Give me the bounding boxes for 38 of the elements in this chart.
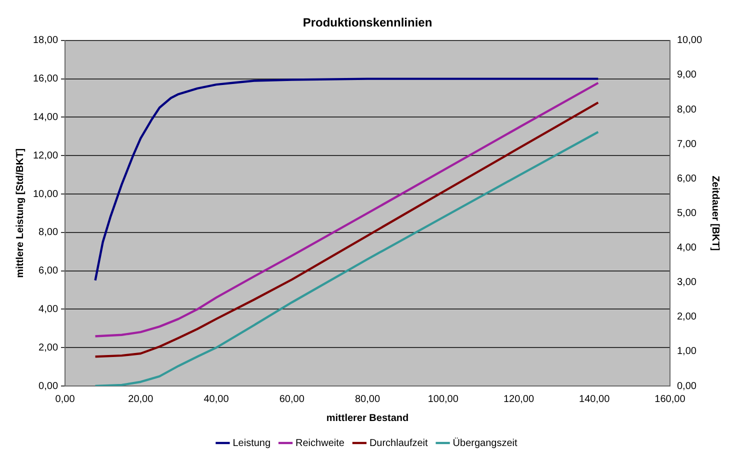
y2-tick-label: 9,00 bbox=[676, 70, 697, 81]
x-axis-title: mittlerer Bestand bbox=[326, 412, 409, 424]
x-tick-label: 160,00 bbox=[654, 394, 686, 405]
y-tick-label: 4,00 bbox=[38, 304, 58, 315]
y-tick-label: 2,00 bbox=[38, 342, 58, 354]
x-tick-label: 120,00 bbox=[503, 394, 534, 405]
y2-tick-label: 1,00 bbox=[676, 346, 697, 358]
y2-tick-label: 8,00 bbox=[676, 104, 697, 116]
y2-tick-label: 0,00 bbox=[676, 380, 697, 392]
y-tick-label: 10,00 bbox=[32, 188, 58, 200]
y2-tick-label: 10,00 bbox=[676, 35, 702, 46]
y2-axis-title: Zeitdauer [BKT] bbox=[709, 176, 720, 251]
legend-label: Durchlaufzeit bbox=[369, 438, 428, 449]
y2-tick-label: 6,00 bbox=[676, 173, 697, 184]
legend-label: Reichweite bbox=[296, 438, 345, 449]
y-tick-label: 12,00 bbox=[32, 150, 58, 162]
x-tick-label: 100,00 bbox=[428, 394, 459, 405]
x-tick-label: 0,00 bbox=[55, 394, 76, 405]
x-tick-label: 140,00 bbox=[579, 394, 610, 405]
y-tick-label: 8,00 bbox=[38, 227, 58, 238]
y2-tick-label: 5,00 bbox=[676, 208, 697, 219]
y2-tick-label: 7,00 bbox=[676, 138, 697, 150]
legend-label: Leistung bbox=[232, 438, 271, 449]
chart-title: Produktionskennlinien bbox=[302, 16, 432, 30]
x-tick-label: 40,00 bbox=[204, 394, 230, 405]
y2-tick-label: 2,00 bbox=[676, 312, 697, 323]
y-tick-label: 18,00 bbox=[32, 35, 58, 46]
x-tick-label: 80,00 bbox=[354, 394, 380, 405]
y-tick-label: 6,00 bbox=[38, 266, 58, 277]
x-tick-label: 60,00 bbox=[279, 394, 305, 405]
y-axis-title: mittlere Leistung [Std/BKT] bbox=[14, 148, 26, 278]
y2-tick-label: 3,00 bbox=[676, 277, 697, 288]
y-tick-label: 14,00 bbox=[32, 112, 58, 123]
y-tick-label: 16,00 bbox=[32, 74, 58, 85]
legend-label: Übergangszeit bbox=[452, 436, 518, 449]
y-tick-label: 0,00 bbox=[38, 380, 58, 392]
y2-tick-label: 4,00 bbox=[676, 242, 697, 254]
x-tick-label: 20,00 bbox=[128, 394, 154, 405]
